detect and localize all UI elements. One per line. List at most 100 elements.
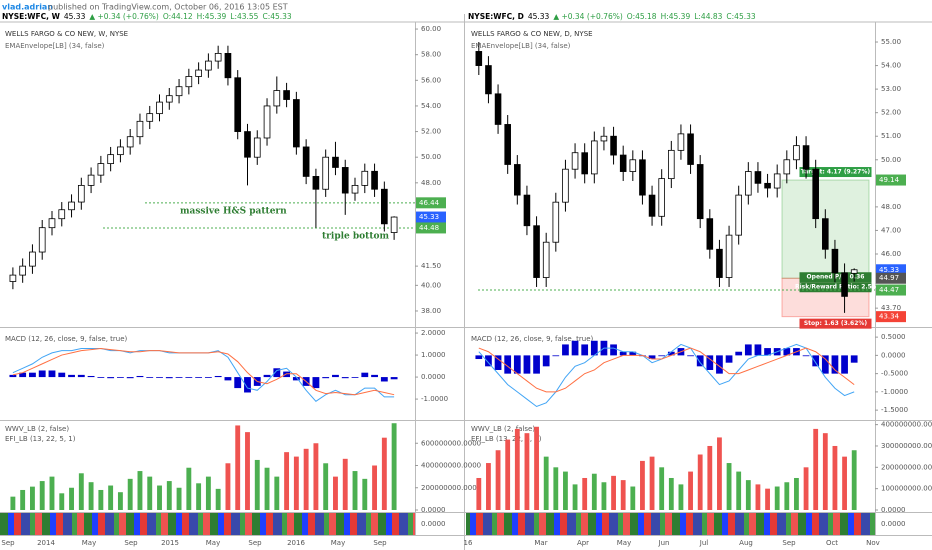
x-tick-label: Mar [534, 539, 547, 547]
candle-body [224, 52, 232, 79]
volume-bar [186, 467, 192, 510]
candle-body [571, 152, 579, 170]
candle-body [841, 272, 848, 297]
macd-histogram [802, 355, 810, 357]
x-tick-label: Oct [826, 539, 838, 547]
volume-bar [254, 459, 260, 510]
volume-bar [342, 458, 348, 510]
macd-histogram [146, 377, 154, 378]
macd-macd-line [478, 343, 855, 408]
candle-body [68, 201, 75, 211]
price-label: 49.14 [879, 176, 900, 184]
candle-body [793, 145, 800, 161]
position-label: Risk/Reward Ratio: 2.56 [795, 284, 876, 291]
macd-histogram [244, 377, 251, 393]
macd-histogram [658, 355, 666, 357]
macd-histogram [29, 372, 36, 378]
y-tick-label: 0.0000 [881, 520, 906, 528]
candle-body [745, 171, 752, 196]
quote-close: C:45.33 [262, 12, 291, 21]
candle-body [214, 52, 222, 62]
macd-histogram [629, 351, 637, 356]
macd-histogram [224, 377, 232, 381]
candle-body [581, 152, 588, 175]
macd-histogram [504, 355, 512, 374]
price-label-box [876, 174, 906, 186]
volume-bar [59, 493, 65, 510]
candle-body [136, 120, 144, 138]
macd-histogram [234, 377, 242, 389]
candle-body [390, 216, 398, 233]
x-tick-label: Sep [248, 539, 262, 547]
volume-bar [137, 471, 143, 510]
macd-histogram [263, 374, 271, 378]
published: published on TradingView.com, October 06… [48, 3, 288, 12]
y-tick-label: 1.0000 [421, 351, 446, 359]
macd-histogram [214, 375, 222, 378]
candle-body [639, 159, 646, 196]
macd-histogram [380, 377, 388, 382]
macd-histogram [185, 377, 193, 378]
x-tick-label: May [206, 539, 220, 547]
volume-bar [157, 485, 162, 510]
y-tick-label: 58.00 [421, 51, 441, 59]
candle-body [361, 170, 369, 186]
volume-bar [563, 471, 568, 510]
macd-histogram [485, 355, 492, 367]
candle-body [764, 182, 771, 189]
macd-histogram [475, 355, 483, 360]
volume-bar [98, 489, 104, 510]
candle-body [185, 76, 193, 88]
volume-bar [274, 476, 280, 510]
candle-body [302, 146, 310, 177]
volume-bar [851, 450, 857, 510]
volume-bar [264, 467, 270, 510]
candle-body [533, 225, 540, 278]
signal-strip [466, 513, 875, 535]
signal-strip [0, 513, 415, 535]
candle-body [156, 101, 163, 115]
candle-body [293, 99, 300, 148]
volume-bar [205, 476, 211, 510]
macd-title: MACD (12, 26, close, 9, false, true) [5, 335, 128, 343]
macd-histogram [667, 351, 675, 356]
quote-open: O:45.18 [627, 12, 657, 21]
candle-body [475, 51, 483, 66]
price-label: 46.44 [419, 199, 440, 207]
candle-body [332, 156, 339, 168]
candle-body [668, 149, 675, 180]
candle-body [175, 86, 183, 97]
candle-body [19, 265, 26, 276]
volume-bar [630, 486, 636, 510]
volume-bar [10, 496, 16, 510]
macd-histogram [648, 355, 656, 360]
quote-change: ▲ +0.34 (+0.76%) [89, 12, 159, 21]
volume-bar [726, 463, 732, 510]
volume-bar [78, 473, 84, 510]
candle-body [263, 105, 271, 139]
x-tick-label: May [82, 539, 96, 547]
macd-histogram [312, 377, 320, 389]
x-tick-label: May [331, 539, 345, 547]
candle-body [754, 171, 762, 184]
y-tick-label: 53.00 [881, 85, 901, 93]
macd-histogram [136, 375, 144, 378]
candle-body [725, 234, 733, 278]
y-tick-label: 2.0000 [421, 329, 446, 337]
volume-bar [620, 480, 626, 510]
candle-body [126, 136, 134, 148]
macd-histogram [371, 374, 378, 378]
macd-histogram [361, 372, 369, 378]
volume-bar [352, 471, 358, 510]
y-tick-label: 43.70 [881, 304, 901, 312]
macd-histogram [754, 344, 762, 356]
candle-body [677, 133, 685, 151]
volume-title: WWV_LB (2, false) [471, 425, 535, 433]
volume-bar [391, 423, 397, 510]
price-label-box [876, 311, 906, 323]
price-label: 45.33 [419, 213, 439, 221]
volume-bar [543, 456, 549, 510]
candle-body [629, 159, 637, 172]
candle-body [552, 201, 560, 243]
volume-bar [688, 471, 693, 510]
